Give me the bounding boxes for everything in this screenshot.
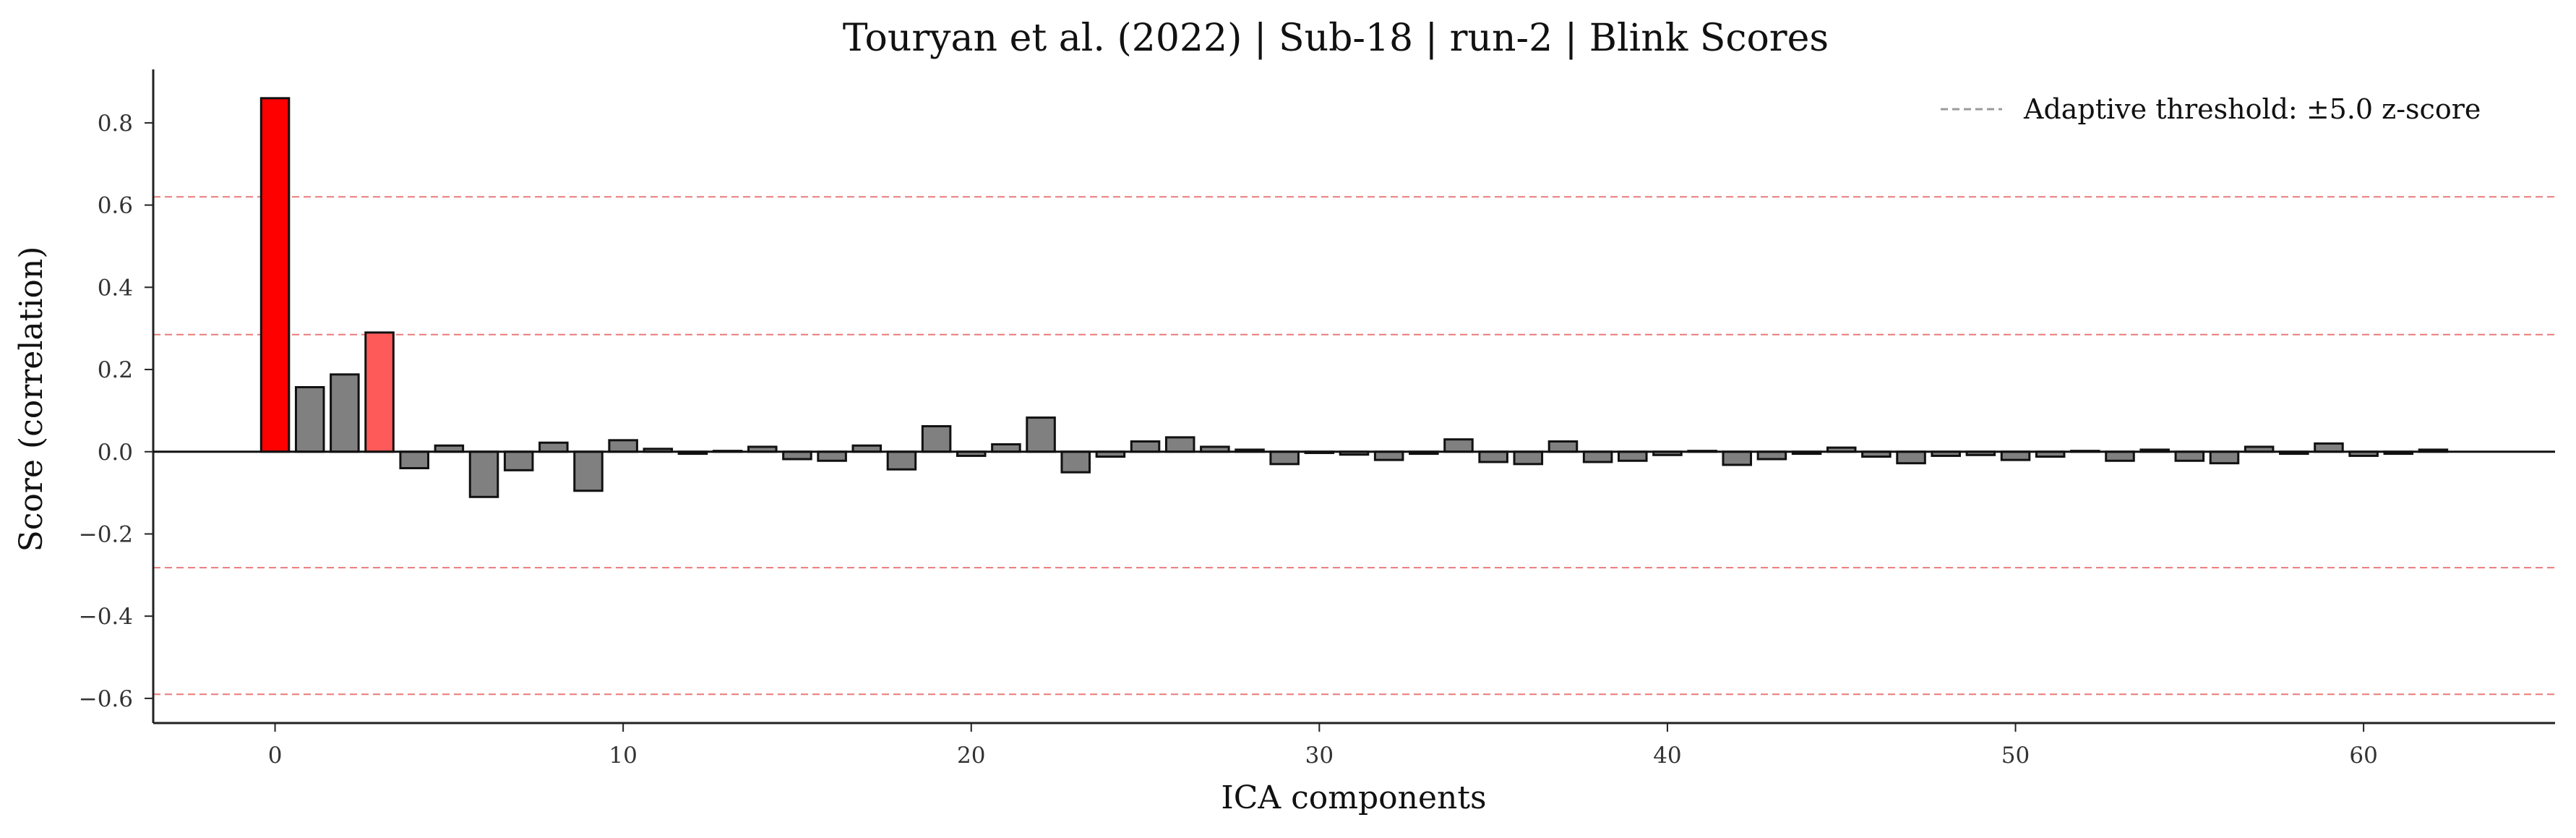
bar-component-9 [573, 450, 604, 492]
bar-component-7 [503, 450, 534, 471]
y-tick-label-3: 0.0 [98, 440, 133, 466]
bar-component-43 [1756, 450, 1787, 461]
bar-component-29 [1269, 450, 1300, 466]
y-tick-label-1: −0.4 [79, 604, 133, 630]
bar-component-21 [991, 443, 1021, 453]
x-tick-label-40: 40 [1653, 743, 1681, 769]
x-axis-label: ICA components [1221, 779, 1486, 816]
bar-component-18 [886, 450, 917, 471]
bar-component-0 [259, 97, 291, 453]
bar-component-34 [1443, 438, 1474, 453]
y-tick-label-2: −0.2 [79, 521, 133, 547]
bar-component-22 [1026, 416, 1056, 453]
bar-component-32 [1373, 450, 1404, 461]
y-tick-label-0: −0.6 [79, 686, 133, 712]
bar-component-26 [1164, 436, 1195, 453]
chart-title: Touryan et al. (2022) | Sub-18 | run-2 |… [843, 17, 1829, 60]
y-axis-ticks: −0.6 −0.4 −0.2 0.0 0.2 0.4 0.6 0.8 [79, 111, 153, 712]
y-tick-label-4: 0.2 [98, 357, 133, 383]
bar-component-42 [1722, 450, 1753, 466]
y-axis-label: Score (correlation) [13, 247, 50, 552]
bar-component-56 [2209, 450, 2240, 465]
bar-component-16 [817, 450, 847, 462]
legend-label: Adaptive threshold: ±5.0 z-score [2023, 93, 2481, 125]
bar-component-19 [921, 425, 952, 453]
bar-component-50 [2000, 450, 2031, 461]
bar-component-35 [1478, 450, 1508, 463]
y-tick-label-5: 0.4 [98, 275, 133, 301]
axes [152, 69, 2555, 724]
x-axis-ticks: 0 10 20 30 40 50 60 [268, 723, 2378, 769]
x-tick-label-60: 60 [2349, 743, 2377, 769]
bar-component-8 [538, 441, 569, 453]
bar-component-38 [1582, 450, 1613, 463]
x-tick-label-50: 50 [2001, 743, 2030, 769]
bar-component-37 [1547, 440, 1579, 453]
bar-component-36 [1513, 450, 1544, 466]
bar-component-15 [782, 450, 812, 461]
bar-component-47 [1896, 450, 1926, 465]
x-tick-label-20: 20 [957, 743, 985, 769]
bar-component-3 [364, 331, 395, 453]
y-tick-label-7: 0.8 [98, 111, 133, 137]
bar-component-10 [608, 439, 638, 453]
bar-component-1 [294, 385, 325, 453]
bar-component-2 [330, 373, 360, 453]
x-tick-label-30: 30 [1305, 743, 1334, 769]
bar-component-23 [1060, 450, 1091, 474]
legend: Adaptive threshold: ±5.0 z-score [1941, 93, 2481, 125]
bar-component-6 [468, 450, 499, 498]
y-tick-label-6: 0.6 [98, 193, 133, 219]
bar-component-25 [1130, 440, 1161, 453]
x-tick-label-0: 0 [268, 743, 283, 769]
bar-series [259, 97, 2449, 498]
x-tick-label-10: 10 [609, 743, 637, 769]
bar-component-53 [2105, 450, 2135, 462]
bar-component-55 [2174, 450, 2205, 462]
threshold-lines [153, 196, 2555, 696]
bar-component-39 [1618, 450, 1648, 462]
bar-component-59 [2314, 442, 2344, 453]
bar-component-4 [399, 450, 429, 469]
